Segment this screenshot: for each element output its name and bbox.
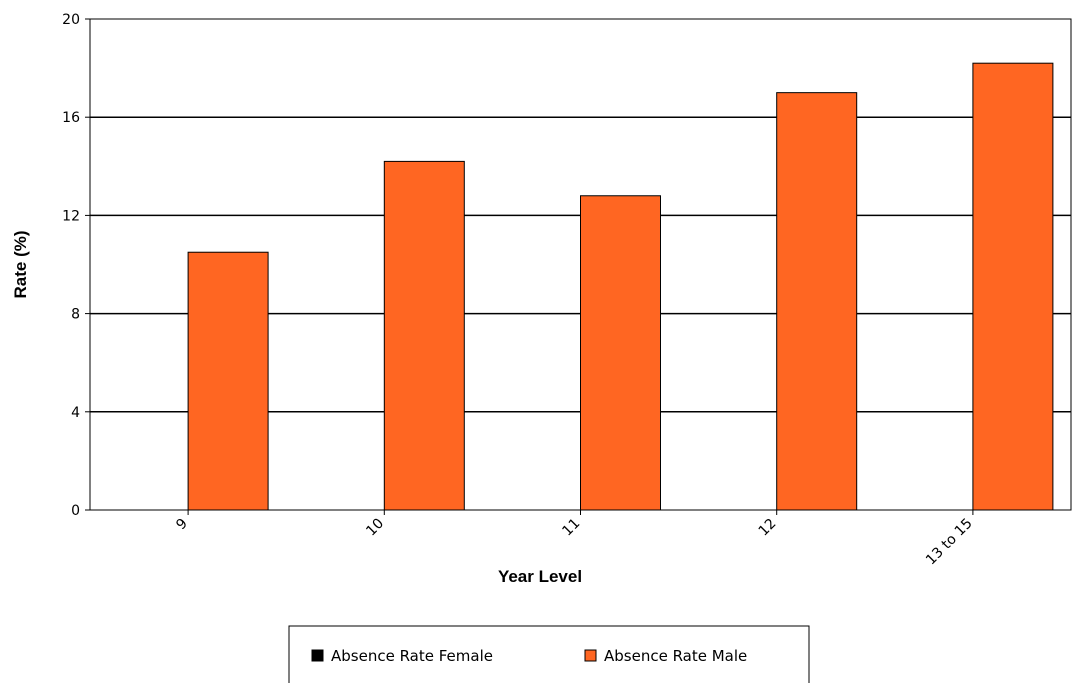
legend-swatch-female <box>311 649 324 662</box>
bar-male-12 <box>776 92 858 511</box>
bar-male-11 <box>580 195 661 511</box>
legend-label-male: Absence Rate Male <box>604 647 747 665</box>
y-tick-label: 16 <box>62 110 80 126</box>
x-tick-label: 12 <box>756 516 780 540</box>
y-tick-label: 8 <box>71 307 80 323</box>
x-axis-title: Year Level <box>498 567 582 586</box>
x-tick-label: 9 <box>173 516 191 534</box>
x-axis-ticks: 9 10 11 12 13 to 15 <box>173 510 976 569</box>
x-tick-label: 10 <box>363 516 387 540</box>
legend-swatch-male <box>584 649 597 662</box>
y-tick-label: 4 <box>71 405 80 421</box>
legend-label-female: Absence Rate Female <box>331 647 493 665</box>
x-tick-label: 13 to 15 <box>923 516 976 569</box>
y-tick-label: 0 <box>71 503 80 519</box>
bars <box>187 62 1054 511</box>
legend: Absence Rate Female Absence Rate Male <box>288 625 810 683</box>
bar-male-13-to-15 <box>972 62 1054 511</box>
bar-male-10 <box>383 160 465 511</box>
y-axis-ticks: 0 4 8 12 16 20 <box>62 12 90 519</box>
bar-male-9 <box>187 251 269 511</box>
y-tick-label: 12 <box>62 208 80 224</box>
y-tick-label: 20 <box>62 12 80 28</box>
legend-box <box>288 625 810 683</box>
x-tick-label: 11 <box>559 516 583 540</box>
y-axis-title: Rate (%) <box>11 230 30 298</box>
